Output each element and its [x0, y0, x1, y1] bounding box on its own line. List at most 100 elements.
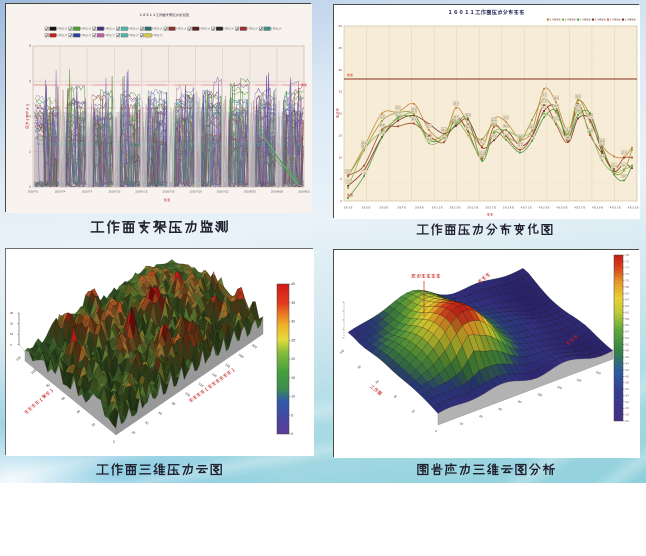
- svg-text:23.5: 23.5: [396, 114, 401, 116]
- svg-text:15.4: 15.4: [362, 143, 367, 145]
- svg-text:0: 0: [29, 185, 31, 189]
- svg-text:12.6: 12.6: [480, 153, 485, 155]
- svg-text:2016/7/4: 2016/7/4: [55, 190, 66, 194]
- svg-text:16.8: 16.8: [442, 138, 447, 140]
- svg-text:2016/7/19: 2016/7/19: [190, 190, 202, 194]
- svg-text:120: 120: [556, 385, 562, 391]
- svg-text:25.8: 25.8: [554, 106, 559, 108]
- svg-text:2: 2: [561, 206, 563, 209]
- svg-text:28.2: 28.2: [554, 98, 559, 100]
- svg-text:6: 6: [143, 13, 145, 17]
- svg-text:20.4: 20.4: [380, 125, 385, 127]
- svg-text:3.2: 3.2: [625, 400, 629, 404]
- svg-text:20.3: 20.3: [427, 126, 432, 128]
- svg-text:3: 3: [415, 206, 417, 209]
- svg-text:14.6: 14.6: [518, 145, 523, 147]
- svg-text:180: 180: [238, 353, 245, 359]
- svg-text:2.8: 2.8: [625, 413, 629, 417]
- svg-text:0: 0: [340, 199, 342, 203]
- svg-text:10: 10: [339, 155, 343, 159]
- svg-text:80: 80: [45, 383, 50, 388]
- svg-text:5: 5: [384, 206, 386, 209]
- svg-text:17.4: 17.4: [427, 136, 432, 138]
- svg-text:0: 0: [435, 429, 437, 433]
- svg-text:6.6: 6.6: [625, 291, 629, 295]
- svg-text:19.9: 19.9: [530, 127, 535, 129]
- svg-text:20: 20: [291, 357, 295, 361]
- svg-text:2: 2: [597, 206, 599, 209]
- svg-text:1: 1: [153, 13, 155, 17]
- svg-text:6.8: 6.8: [625, 285, 629, 289]
- svg-text:9.1: 9.1: [612, 165, 616, 167]
- svg-text:0: 0: [113, 440, 115, 444]
- svg-text:1: 1: [439, 206, 441, 209]
- svg-text:4.6: 4.6: [625, 355, 629, 359]
- svg-text:5.8: 5.8: [625, 317, 629, 321]
- svg-text:100: 100: [339, 348, 346, 354]
- svg-text:3: 3: [362, 206, 364, 209]
- svg-text:26.6: 26.6: [454, 103, 459, 105]
- svg-text:20.2: 20.2: [504, 126, 509, 128]
- svg-text:4: 4: [539, 206, 541, 209]
- svg-text:4.0: 4.0: [625, 374, 629, 378]
- svg-text:3.4: 3.4: [625, 393, 629, 397]
- svg-text:19.1: 19.1: [442, 130, 447, 132]
- svg-text:1: 1: [528, 206, 530, 209]
- svg-text:2016/7/16: 2016/7/16: [163, 190, 175, 194]
- svg-text:22.3: 22.3: [554, 119, 559, 121]
- svg-text:2.6: 2.6: [625, 419, 629, 423]
- svg-text:2016/7/1: 2016/7/1: [28, 190, 39, 194]
- svg-text:4.3: 4.3: [346, 181, 350, 183]
- svg-text:4: 4: [29, 115, 31, 119]
- svg-text:5: 5: [563, 206, 565, 209]
- svg-text:40: 40: [291, 282, 295, 286]
- svg-text:15.7: 15.7: [480, 142, 485, 144]
- svg-text:3.6: 3.6: [625, 387, 629, 391]
- svg-text:9: 9: [599, 206, 601, 209]
- svg-text:5: 5: [340, 177, 342, 181]
- svg-text:1: 1: [580, 19, 582, 21]
- svg-text:1: 1: [472, 206, 474, 209]
- svg-text:20: 20: [459, 421, 464, 426]
- svg-text:7: 7: [402, 206, 404, 209]
- svg-text:9: 9: [510, 206, 512, 209]
- svg-text:2016/7/7: 2016/7/7: [82, 190, 93, 194]
- svg-text:1: 1: [610, 19, 612, 21]
- svg-text:9: 9: [420, 206, 422, 209]
- svg-text:#: #: [597, 19, 599, 21]
- svg-text:7.2: 7.2: [625, 272, 629, 276]
- svg-text:6.0: 6.0: [625, 310, 629, 314]
- svg-text:3: 3: [457, 206, 459, 209]
- svg-text:30: 30: [339, 68, 343, 72]
- svg-text:4.8: 4.8: [625, 349, 629, 353]
- svg-text:4: 4: [628, 206, 630, 209]
- svg-text:2016/8/25: 2016/8/25: [244, 190, 256, 194]
- svg-text:29.1: 29.1: [542, 95, 547, 97]
- svg-text:3: 3: [397, 206, 399, 209]
- svg-text:10: 10: [10, 332, 14, 336]
- svg-text:7.0: 7.0: [625, 279, 629, 283]
- svg-text:#: #: [567, 19, 569, 21]
- svg-text:M: M: [25, 114, 29, 117]
- svg-text:160: 160: [595, 370, 601, 376]
- svg-text:23.2: 23.2: [466, 115, 471, 117]
- svg-text:3: 3: [485, 206, 487, 209]
- svg-text:3: 3: [366, 206, 368, 209]
- svg-text:4: 4: [557, 206, 559, 209]
- svg-text:1: 1: [508, 206, 510, 209]
- svg-text:40: 40: [144, 420, 149, 425]
- svg-text:7.3: 7.3: [346, 171, 350, 173]
- svg-text:4.4: 4.4: [625, 362, 629, 366]
- svg-text:20: 20: [10, 322, 14, 326]
- svg-text:1: 1: [436, 206, 438, 209]
- svg-text:2: 2: [543, 206, 545, 209]
- svg-text:3: 3: [380, 206, 382, 209]
- svg-text:40: 40: [76, 409, 81, 414]
- svg-text:3.0: 3.0: [625, 406, 629, 410]
- svg-text:5.4: 5.4: [625, 330, 629, 334]
- svg-text:9.1: 9.1: [622, 165, 626, 167]
- svg-text:1: 1: [595, 19, 597, 21]
- svg-text:20: 20: [339, 112, 343, 116]
- svg-text:100: 100: [30, 368, 37, 375]
- svg-text:4: 4: [574, 206, 576, 209]
